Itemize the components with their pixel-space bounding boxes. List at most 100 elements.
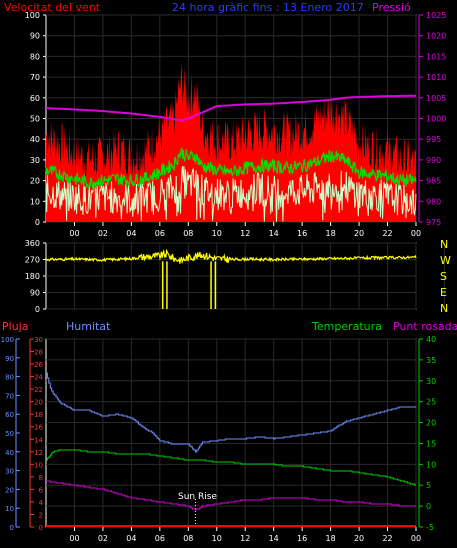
wind-avg-line [45, 147, 417, 191]
rain-tick-label: 24 [34, 374, 43, 382]
pressure-tick-label: 990 [426, 156, 441, 165]
humidity-tick-label: 100 [1, 336, 14, 344]
hour-tick-label: 00 [411, 229, 421, 238]
compass-e: E [440, 286, 447, 299]
direction-tick-label: 0 [35, 305, 40, 314]
humidity-tick-label: 50 [5, 430, 14, 438]
pressure-tick-label: 1015 [426, 52, 446, 61]
humidity-label: Humitat [66, 320, 111, 333]
wind-tick-label: 80 [30, 52, 40, 61]
rain-tick-label: 26 [34, 361, 43, 369]
humidity-tick-label: 0 [10, 524, 14, 532]
temp-tick-label: 0 [426, 502, 431, 511]
pressure-tick-label: 1005 [426, 94, 446, 103]
rain-tick-label: 12 [34, 449, 43, 457]
wind-direction-chart: 0 90 180 270 360 N W S E N [25, 238, 451, 315]
temp-tick-label: 35 [426, 356, 436, 365]
hour-tick-label: 14 [269, 229, 279, 238]
sunrise-annotation: Sun Rise [178, 492, 217, 502]
wind-tick-label: 30 [30, 156, 40, 165]
compass-w: W [440, 254, 451, 267]
rain-tick-label: 0 [39, 524, 43, 532]
rain-tick-label: 8 [39, 474, 43, 482]
compass-n-top: N [440, 238, 448, 251]
compass-n-bottom: N [440, 302, 448, 315]
hour-tick-label: 22 [382, 534, 392, 543]
rain-tick-label: 6 [39, 486, 44, 494]
wind-tick-label: 20 [30, 177, 40, 186]
humidity-tick-label: 80 [5, 374, 14, 382]
wind-tick-label: 50 [30, 115, 40, 124]
hour-tick-label: 00 [69, 229, 79, 238]
wind-direction-line [45, 248, 417, 265]
humidity-tick-label: 30 [5, 468, 14, 476]
direction-tick-label: 180 [25, 272, 40, 281]
hour-tick-label: 00 [411, 534, 421, 543]
rain-tick-label: 28 [34, 349, 43, 357]
dewpoint-line [46, 480, 416, 511]
wind-speed-title: Velocitat del vent [4, 1, 101, 14]
hour-tick-label: 18 [326, 229, 336, 238]
temp-humidity-chart: 0102030405060708090100024681012141618202… [1, 335, 437, 543]
wind-tick-label: 90 [30, 32, 40, 41]
hour-tick-label: 18 [326, 534, 336, 543]
temp-tick-label: 15 [426, 439, 436, 448]
rain-tick-label: 2 [39, 511, 43, 519]
humidity-tick-label: 10 [5, 505, 14, 513]
humidity-line [46, 372, 416, 453]
direction-tick-label: 270 [25, 256, 40, 265]
hour-tick-label: 10 [212, 534, 222, 543]
pressure-line [45, 94, 417, 122]
temp-tick-label: 20 [426, 419, 436, 428]
pressure-tick-label: 985 [426, 177, 441, 186]
compass-s: S [440, 270, 447, 283]
hour-tick-label: 00 [69, 534, 79, 543]
rain-tick-label: 20 [34, 399, 43, 407]
hour-tick-label: 02 [98, 534, 108, 543]
hour-tick-label: 08 [183, 534, 193, 543]
temp-tick-label: -5 [426, 523, 434, 532]
hour-tick-label: 06 [155, 534, 165, 543]
pressure-tick-label: 975 [426, 218, 441, 227]
hour-tick-label: 10 [212, 229, 222, 238]
wind-tick-label: 100 [25, 11, 40, 20]
rain-tick-label: 22 [34, 386, 43, 394]
hour-tick-label: 06 [155, 229, 165, 238]
hour-tick-label: 22 [382, 229, 392, 238]
temp-tick-label: 10 [426, 460, 436, 469]
pressure-tick-label: 1000 [426, 115, 446, 124]
temp-tick-label: 40 [426, 335, 436, 344]
humidity-tick-label: 40 [5, 449, 14, 457]
temp-tick-label: 30 [426, 377, 436, 386]
temp-plot-area [45, 338, 417, 528]
hour-tick-label: 04 [126, 534, 136, 543]
wind-tick-label: 60 [30, 94, 40, 103]
humidity-tick-label: 20 [5, 486, 14, 494]
hour-tick-label: 20 [354, 534, 364, 543]
hour-tick-label: 16 [297, 534, 307, 543]
pressure-title: Pressió [372, 1, 411, 14]
hour-tick-label: 20 [354, 229, 364, 238]
wind-tick-label: 40 [30, 135, 40, 144]
rain-tick-label: 4 [39, 499, 44, 507]
rain-tick-label: 14 [34, 436, 43, 444]
hour-tick-label: 16 [297, 229, 307, 238]
temperature-label: Temperatura [311, 320, 382, 333]
temp-tick-label: 5 [426, 481, 431, 490]
rain-tick-label: 16 [34, 424, 43, 432]
rain-tick-label: 18 [34, 411, 43, 419]
rain-label: Pluja [2, 320, 28, 333]
dewpoint-label: Punt rosada [393, 320, 457, 333]
wind-tick-label: 70 [30, 73, 40, 82]
temperature-line [46, 449, 416, 486]
pressure-tick-label: 995 [426, 135, 441, 144]
direction-tick-label: 360 [25, 239, 40, 248]
direction-tick-label: 90 [30, 289, 40, 298]
humidity-tick-label: 70 [5, 392, 14, 400]
rain-tick-label: 30 [34, 336, 43, 344]
rain-tick-label: 10 [34, 461, 43, 469]
wind-tick-label: 10 [30, 197, 40, 206]
wind-gust-area [46, 63, 416, 222]
